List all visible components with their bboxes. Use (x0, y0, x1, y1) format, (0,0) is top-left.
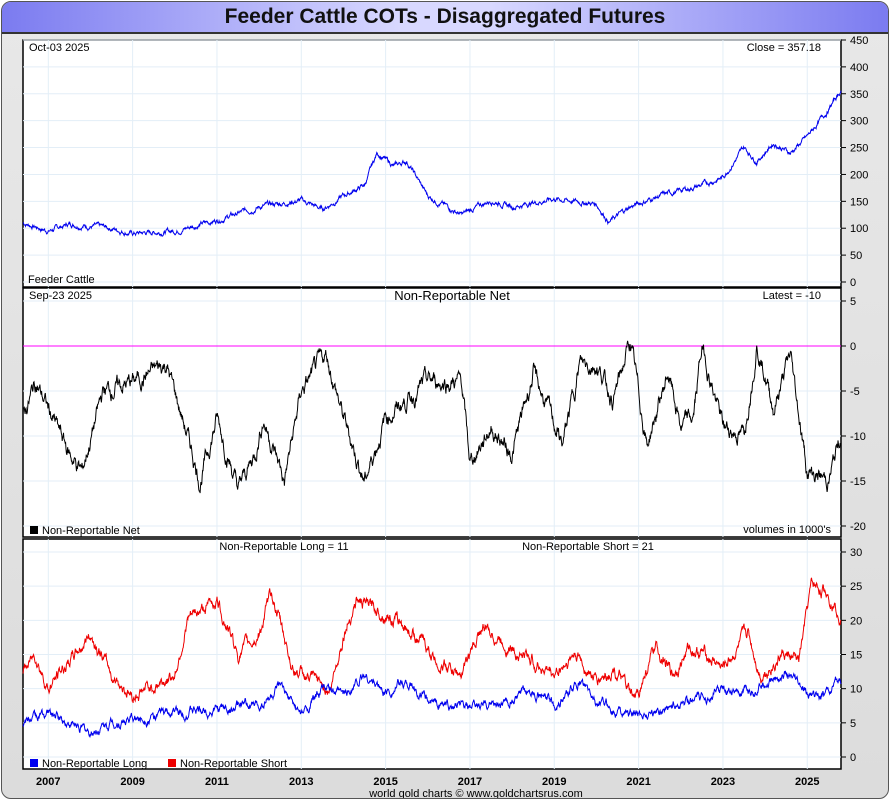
y-tick-label: 250 (850, 143, 868, 155)
x-tick-label: 2009 (120, 776, 144, 788)
y-tick-label: -20 (850, 521, 866, 533)
price-line (22, 90, 842, 237)
y-tick-label: 450 (850, 35, 868, 47)
latest-label: Latest = -10 (763, 290, 821, 302)
x-tick-label: 2019 (542, 776, 566, 788)
y-tick-label: -5 (850, 386, 860, 398)
x-tick-label: 2025 (795, 776, 819, 788)
y-tick-label: 15 (850, 650, 862, 662)
long-label: Non-Reportable Long = 11 (219, 541, 348, 553)
long-line (22, 670, 842, 739)
y-tick-label: 5 (850, 296, 856, 308)
y-tick-label: 350 (850, 89, 868, 101)
x-tick-label: 2007 (36, 776, 60, 788)
y-tick-label: 150 (850, 196, 868, 208)
y-tick-label: 10 (850, 684, 862, 696)
y-tick-label: 20 (850, 615, 862, 627)
legend-label: Non-Reportable Short (180, 758, 287, 770)
y-tick-label: 400 (850, 62, 868, 74)
short-line (22, 577, 842, 703)
chart-title: Feeder Cattle COTs - Disaggregated Futur… (2, 2, 888, 34)
x-tick-label: 2015 (373, 776, 397, 788)
x-tick-label: 2013 (289, 776, 313, 788)
x-tick-label: 2017 (458, 776, 482, 788)
legend-label: Non-Reportable Net (42, 525, 140, 537)
x-tick-label: 2021 (626, 776, 650, 788)
y-tick-label: 5 (850, 718, 856, 730)
footer-credit: world gold charts © www.goldchartsrus.co… (368, 788, 583, 799)
close-label: Close = 357.18 (747, 42, 821, 54)
y-tick-label: 0 (850, 277, 856, 289)
net-line (22, 340, 842, 494)
y-tick-label: 30 (850, 547, 862, 559)
legend-label: Non-Reportable Long (42, 758, 147, 770)
y-tick-label: 25 (850, 581, 862, 593)
y-tick-label: -10 (850, 431, 866, 443)
legend-swatch (30, 759, 38, 767)
x-tick-label: 2011 (205, 776, 229, 788)
y-tick-label: 0 (850, 341, 856, 353)
panel-1 (22, 39, 842, 288)
legend-swatch (30, 526, 38, 534)
x-tick-label: 2023 (711, 776, 735, 788)
date-label: Oct-03 2025 (29, 42, 90, 54)
legend-swatch (168, 759, 176, 767)
y-tick-label: 200 (850, 169, 868, 181)
short-label: Non-Reportable Short = 21 (522, 541, 654, 553)
panel-title: Feeder Cattle (28, 274, 95, 286)
panel-2 (22, 287, 842, 538)
panel-title: Non-Reportable Net (394, 288, 510, 303)
units-label: volumes in 1000's (743, 524, 831, 536)
date-label: Sep-23 2025 (29, 290, 92, 302)
y-tick-label: 300 (850, 116, 868, 128)
y-tick-label: 0 (850, 752, 856, 764)
y-tick-label: 50 (850, 250, 862, 262)
y-tick-label: -15 (850, 476, 866, 488)
y-tick-label: 100 (850, 223, 868, 235)
